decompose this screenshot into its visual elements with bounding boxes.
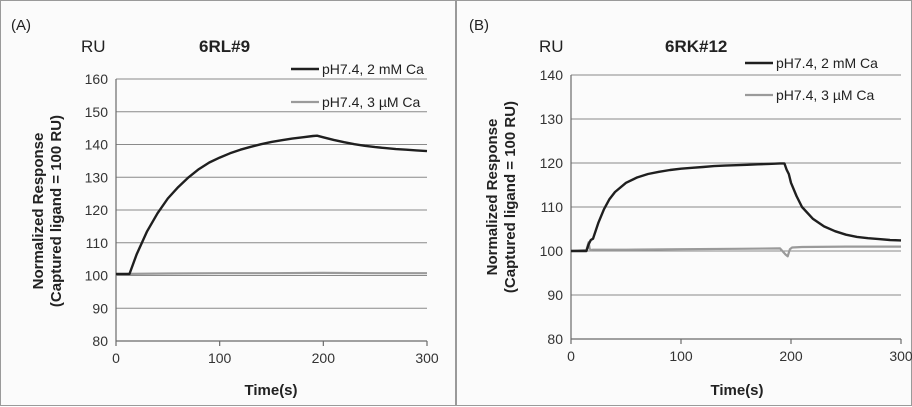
chart-b-svg: 80 90 100 110 120 130 140 0 100 200 300 pH7.4, 2 m… [469,17,912,399]
chart-b-tick-labels: 80 90 100 110 120 130 140 0 100 200 300 [540,67,912,364]
chart-b-y-tick-label: 130 [540,111,564,127]
chart-b-legend: pH7.4, 2 mM Ca pH7.4, 3 µM Ca [745,55,878,103]
chart-a-y-tick-label: 90 [92,300,108,316]
chart-a-series [115,134,428,276]
chart-a-title: 6RL#9 [199,37,250,56]
chart-panel-a: 80 90 100 110 120 130 140 150 160 0 100 200 300 pH7.… [0,0,456,406]
chart-a-panel-label: (A) [11,17,31,34]
chart-a-series-line-1 [116,134,428,276]
chart-b-axes [570,75,902,344]
chart-b-y-tick-label: 80 [547,331,563,347]
chart-panel-b: 80 90 100 110 120 130 140 0 100 200 300 pH7.4, 2 m… [456,0,912,406]
chart-b-legend-label-1: pH7.4, 2 mM Ca [776,55,878,71]
chart-b-y-tick-label: 110 [541,199,564,215]
chart-a-y-tick-label: 150 [85,104,109,120]
chart-b-series-line-2 [570,241,901,258]
chart-a-y-tick-label: 120 [85,202,109,218]
chart-a-x-tick-label: 200 [312,350,336,366]
chart-b-series-line-1 [571,162,902,253]
chart-b-gridlines [571,74,901,296]
chart-b-panel-label: (B) [469,17,489,34]
chart-a-y-tick-label: 100 [85,268,109,284]
chart-a-axes [115,79,428,346]
chart-a-y-axis-label-line2: (Captured ligand = 100 RU) [48,115,65,307]
chart-b-x-tick-label: 100 [669,348,693,364]
chart-a-x-axis-label: Time(s) [244,382,297,399]
chart-b-y-tick-label: 90 [547,287,563,303]
chart-b-x-axis-label: Time(s) [710,382,763,399]
chart-a-y-tick-label: 130 [85,169,109,185]
chart-b-title: 6RK#12 [665,37,727,56]
chart-b-y-tick-label: 100 [540,243,564,259]
chart-a-legend-label-2: pH7.4, 3 µM Ca [322,94,421,110]
chart-b-x-tick-label: 200 [779,348,803,364]
chart-a-series-line-2 [115,271,427,276]
chart-a-y-tick-label: 160 [85,71,109,87]
chart-a-gridlines [116,78,427,309]
chart-a-legend-label-1: pH7.4, 2 mM Ca [322,61,424,77]
chart-a-tick-labels: 80 90 100 110 120 130 140 150 160 0 100 200 300 [85,71,439,366]
chart-a-svg: 80 90 100 110 120 130 140 150 160 0 100 200 300 pH7.… [11,17,439,399]
chart-a-x-tick-label: 300 [415,350,439,366]
chart-b-x-tick-label: 0 [567,348,575,364]
chart-a-legend: pH7.4, 2 mM Ca pH7.4, 3 µM Ca [291,61,424,110]
chart-b-series [570,162,902,258]
chart-a-y-tick-label: 80 [92,333,108,349]
chart-b-y-axis-label-line1: Normalized Response [484,119,501,276]
chart-a-unit-label: RU [81,37,106,56]
chart-a-x-tick-label: 100 [208,350,232,366]
chart-a-y-tick-label: 140 [85,137,109,153]
chart-b-x-tick-label: 300 [889,348,912,364]
chart-b-y-tick-label: 120 [540,155,564,171]
chart-b-y-axis-label-line2: (Captured ligand = 100 RU) [502,101,519,293]
chart-a-x-tick-label: 0 [112,350,120,366]
chart-b-unit-label: RU [539,37,564,56]
chart-a-y-axis-label-line1: Normalized Response [30,133,47,290]
chart-b-legend-label-2: pH7.4, 3 µM Ca [776,87,875,103]
chart-a-y-tick-label: 110 [86,235,109,251]
chart-b-y-tick-label: 140 [540,67,564,83]
